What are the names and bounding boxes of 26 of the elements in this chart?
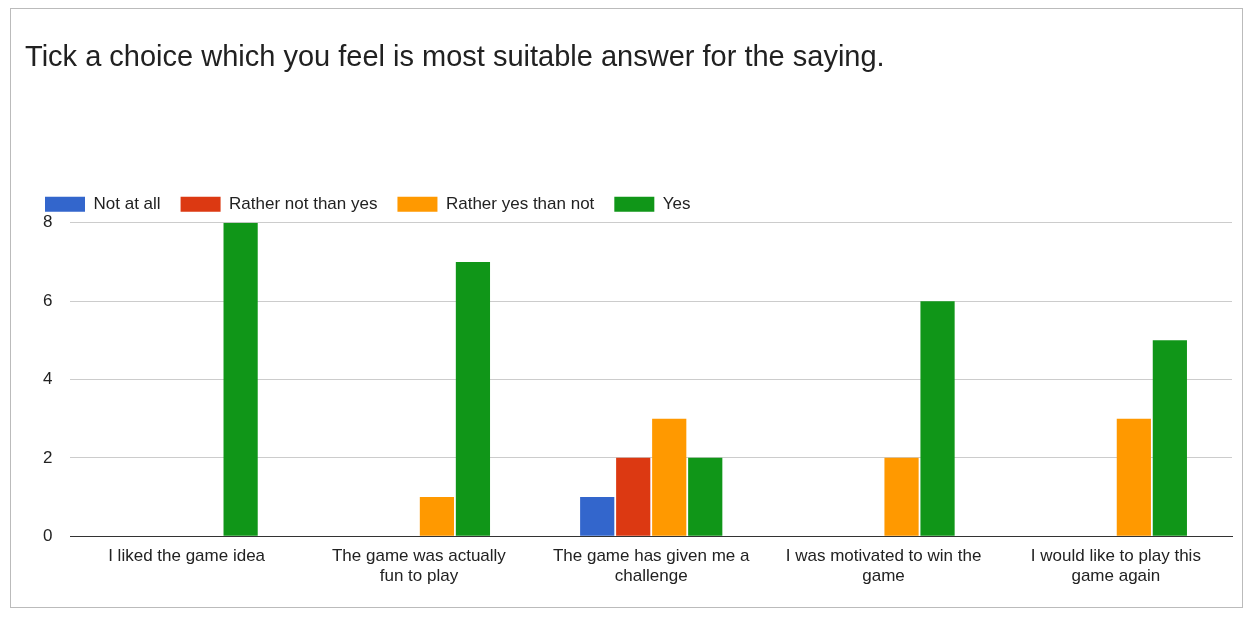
y-tick-label: 6 xyxy=(42,290,53,310)
bar xyxy=(688,457,723,536)
x-tick-label: I was motivated to win the game xyxy=(785,546,982,586)
legend-label: Not at all xyxy=(93,193,161,213)
bar xyxy=(1152,340,1187,536)
bar xyxy=(884,457,919,536)
x-tick-label: I would like to play this game again xyxy=(1030,546,1201,586)
bar xyxy=(580,497,615,536)
y-tick-label: 0 xyxy=(42,525,53,545)
bar xyxy=(1116,418,1151,536)
legend-label: Yes xyxy=(662,193,691,213)
legend-label: Rather not than yes xyxy=(229,193,378,213)
x-tick-label: I liked the game idea xyxy=(108,546,266,566)
legend-label: Rather yes than not xyxy=(445,193,595,213)
y-tick-label: 8 xyxy=(42,212,53,232)
x-tick-label: The game was actually fun to play xyxy=(331,546,507,586)
x-tick-label: The game has given me a challenge xyxy=(552,546,751,586)
bar xyxy=(455,261,491,536)
y-tick-label: 2 xyxy=(42,447,53,467)
bar xyxy=(223,222,258,536)
bar xyxy=(616,457,651,536)
bar xyxy=(652,418,687,536)
bar xyxy=(920,301,955,536)
bar xyxy=(419,497,455,536)
y-tick-label: 4 xyxy=(42,369,53,389)
chart-title: Tick a choice which you feel is most suitable answer for the saying. xyxy=(25,40,885,73)
